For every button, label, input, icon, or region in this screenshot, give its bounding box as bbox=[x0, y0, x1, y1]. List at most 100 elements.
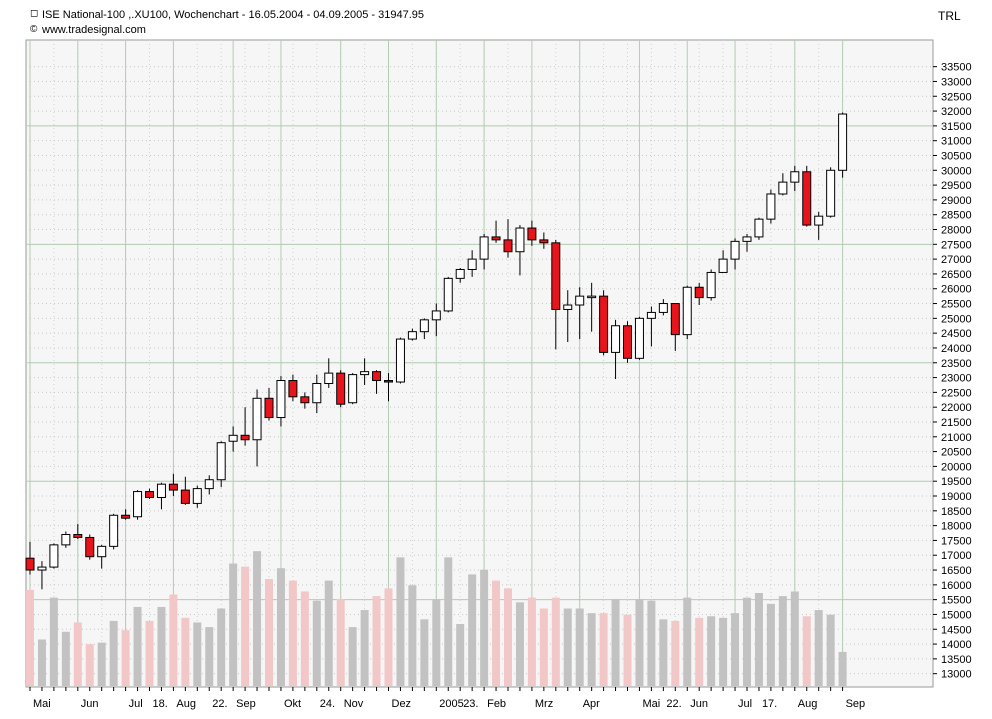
volume-bar bbox=[288, 580, 297, 686]
volume-bar bbox=[456, 624, 465, 686]
candle bbox=[455, 268, 465, 283]
x-tick-label: Jul bbox=[129, 698, 143, 710]
volume-bar bbox=[300, 591, 309, 686]
candle-body bbox=[515, 227, 525, 253]
volume-bar bbox=[575, 608, 584, 686]
candle-body bbox=[766, 193, 776, 220]
volume-bar bbox=[719, 617, 728, 686]
volume-bar bbox=[659, 619, 668, 686]
candle-body bbox=[503, 239, 513, 253]
candle-body bbox=[682, 286, 692, 336]
candle bbox=[658, 299, 668, 316]
volume-bar bbox=[193, 622, 202, 686]
volume-bar bbox=[312, 600, 321, 686]
volume-bar bbox=[109, 620, 118, 686]
candle bbox=[587, 282, 597, 332]
candle-body bbox=[407, 331, 417, 340]
y-tick-label: 27000 bbox=[941, 254, 972, 266]
candle-body bbox=[395, 338, 405, 383]
volume-bar bbox=[731, 613, 740, 686]
candle bbox=[515, 225, 525, 276]
candle bbox=[384, 373, 393, 402]
y-tick-label: 13500 bbox=[941, 654, 972, 666]
y-tick-label: 30500 bbox=[941, 150, 972, 162]
volume-bar bbox=[396, 557, 405, 686]
volume-bar bbox=[778, 596, 787, 686]
volume-bar bbox=[599, 613, 608, 686]
candle-body bbox=[252, 397, 262, 441]
y-tick-label: 27500 bbox=[941, 239, 972, 251]
volume-bar bbox=[372, 596, 381, 686]
volume-bar bbox=[26, 589, 34, 686]
candle-body bbox=[228, 434, 238, 442]
x-tick-label: Sep bbox=[846, 698, 866, 710]
volume-bar bbox=[492, 580, 501, 686]
volume-bar bbox=[360, 610, 369, 686]
y-tick-label: 21000 bbox=[941, 432, 972, 444]
y-tick-label: 23000 bbox=[941, 373, 972, 385]
volume-bar bbox=[157, 606, 166, 686]
candle bbox=[802, 165, 812, 227]
candle bbox=[336, 370, 346, 408]
y-tick-label: 16500 bbox=[941, 565, 972, 577]
candle bbox=[826, 167, 836, 218]
candle bbox=[694, 282, 704, 306]
candle bbox=[240, 407, 250, 446]
candle bbox=[312, 374, 322, 414]
x-tick-label: Apr bbox=[583, 698, 600, 710]
candle-body bbox=[838, 113, 848, 171]
volume-bar bbox=[743, 597, 751, 686]
candle-body bbox=[133, 491, 143, 518]
volume-bar bbox=[480, 569, 489, 686]
volume-bar bbox=[384, 588, 393, 686]
y-tick-label: 26000 bbox=[941, 284, 972, 296]
candle-body bbox=[288, 380, 298, 398]
y-tick-label: 19500 bbox=[941, 476, 972, 488]
candle-body bbox=[730, 240, 740, 260]
candle-body bbox=[156, 483, 166, 498]
candle bbox=[360, 358, 370, 385]
candle bbox=[97, 544, 107, 569]
y-tick-label: 25000 bbox=[941, 313, 972, 325]
candle bbox=[599, 290, 609, 356]
candle bbox=[551, 239, 561, 350]
candle-body bbox=[706, 271, 716, 299]
volume-bar bbox=[802, 616, 811, 686]
volume-bar bbox=[551, 597, 560, 686]
volume-bar bbox=[133, 606, 142, 686]
volume-bar bbox=[229, 563, 238, 686]
candle-body bbox=[623, 325, 632, 359]
candle bbox=[670, 303, 680, 351]
candle bbox=[395, 337, 405, 384]
candle bbox=[634, 316, 644, 360]
candle bbox=[527, 220, 537, 246]
y-axis: 13000 13500 14000 14500 15000 15500 16000 16500… bbox=[933, 62, 972, 681]
candle-body bbox=[754, 218, 764, 238]
candle-body bbox=[587, 295, 597, 299]
y-tick-label: 25500 bbox=[941, 299, 972, 311]
candle-body bbox=[37, 566, 47, 571]
candle-body bbox=[121, 514, 131, 519]
candle-body bbox=[658, 303, 668, 313]
volume-bar bbox=[37, 639, 46, 686]
y-tick-label: 32000 bbox=[941, 106, 972, 118]
volume-bar bbox=[169, 594, 178, 686]
candle bbox=[216, 441, 226, 488]
y-tick-label: 31000 bbox=[941, 136, 972, 148]
candle-body bbox=[204, 479, 214, 490]
candle bbox=[324, 358, 334, 388]
candle-body bbox=[742, 236, 752, 242]
volume-bar bbox=[253, 551, 262, 686]
candle bbox=[121, 509, 131, 520]
chart-window-icon[interactable]: ◻ bbox=[30, 8, 39, 19]
volume-bar bbox=[276, 568, 285, 686]
copyright-icon: © bbox=[30, 24, 38, 35]
volume-bar bbox=[647, 600, 656, 686]
candle-body bbox=[25, 557, 35, 571]
major-gridlines bbox=[26, 40, 933, 687]
volume-bar bbox=[695, 617, 704, 686]
candle-body bbox=[467, 258, 477, 270]
candle-body bbox=[611, 325, 621, 353]
candle bbox=[443, 276, 453, 313]
